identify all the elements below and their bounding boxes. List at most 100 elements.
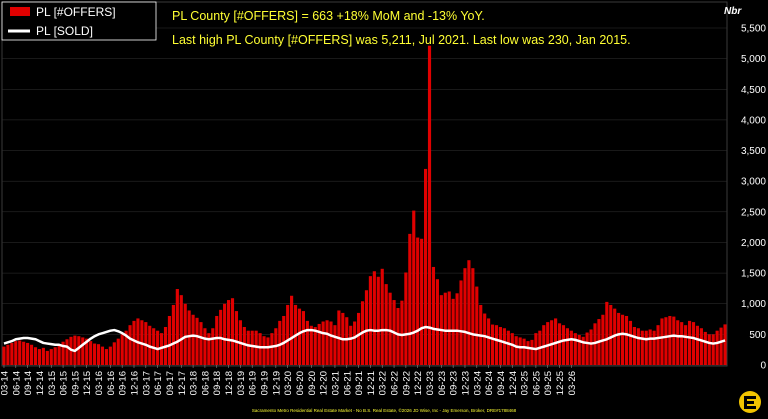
bar-offers [431,266,436,365]
bar-offers [624,315,629,365]
legend: PL [#OFFERS] PL [SOLD] [1,1,157,41]
bar-offers [530,339,534,365]
bar-offers [384,284,388,365]
bar-offers [230,298,235,365]
bar-offers [628,320,633,365]
plot-area [1,1,728,367]
x-tick-label: 03-18 [189,371,200,395]
bar-offers [104,349,108,365]
x-tick-label: 06-22 [390,371,401,395]
bar-offers [175,289,179,365]
bar-offers [57,344,61,365]
bar-offers [211,328,215,365]
bar-offers [380,268,384,365]
bar-offers [577,334,581,365]
bar-offers [408,233,412,365]
bar-offers [26,342,30,365]
bar-offers [345,317,349,365]
bar-offers [41,347,45,365]
bar-offers [2,346,6,365]
y-tick-label: 3,500 [741,146,766,157]
bar-offers [301,311,305,365]
bar-offers [589,329,593,365]
bar-offers [510,333,514,365]
bar-offers [644,330,648,365]
x-tick-label: 12-22 [413,371,424,395]
x-tick-label: 03-23 [425,371,436,395]
y-axis: 0 500 1,000 1,500 2,000 2,500 3,000 3,500 4,000 4… [741,24,766,372]
bar-offers [321,321,325,365]
x-tick-label: 09-14 [23,371,34,395]
bar-offers [573,333,577,365]
bar-offers [215,315,219,365]
x-tick-label: 09-23 [449,371,460,395]
bar-offers [475,286,479,365]
bar-offers [286,304,290,365]
bar-offers [715,330,719,365]
bar-offers [290,295,294,365]
bar-offers [234,311,239,365]
bar-offers [443,292,447,365]
annotation-current: PL County [#OFFERS] = 663 +18% MoM and -… [172,9,485,23]
x-tick-label: 09-15 [70,371,81,395]
bar-offers [581,336,585,365]
x-tick-label: 06-20 [295,371,306,395]
line-layer [3,325,726,353]
y-tick-label: 5,500 [741,24,766,35]
bar-offers [100,346,105,365]
bar-offers [459,280,463,365]
x-tick-label: 03-26 [567,371,578,395]
y-tick-label: 1,500 [741,269,766,280]
bar-offers [684,325,688,365]
bar-offers [569,330,573,365]
bar-offers [329,321,333,365]
bar-offers [37,349,42,365]
bar-offers [77,336,81,365]
bar-offers [672,316,676,365]
y-tick-label: 1,000 [741,299,766,310]
bar-offers [546,322,550,365]
x-tick-label: 06-16 [106,371,117,395]
bar-offers [132,320,136,365]
bar-offers [691,322,696,365]
bar-offers [368,276,372,365]
bar-offers [195,317,199,365]
bar-offers [116,338,120,365]
bar-offers [278,320,282,365]
bar-offers [494,325,499,365]
x-tick-label: 09-25 [543,371,554,395]
bar-offers [435,279,439,365]
bar-offers [605,301,609,365]
bar-offers [416,237,420,365]
bar-offers [455,293,459,365]
bar-offers [471,268,475,365]
bar-offers [297,308,302,365]
x-tick-label: 03-17 [141,371,152,395]
x-tick-label: 12-19 [271,371,282,395]
bar-offers [542,325,546,365]
x-tick-label: 09-18 [212,371,223,395]
x-tick-label: 03-15 [47,371,58,395]
x-tick-label: 06-17 [153,371,164,395]
bar-offers [526,341,530,365]
bar-offers [93,343,97,365]
bar-offers [404,272,408,365]
bar-offers [349,325,353,365]
bar-offers [96,344,101,365]
x-tick-label: 03-21 [330,371,341,395]
x-tick-label: 12-23 [460,371,471,395]
footer-credit: Sacramento Metro Residential Real Estate… [252,407,517,413]
bar-offers [652,330,656,365]
bar-offers [518,337,522,365]
y-unit-label: Nbr [724,6,742,17]
bar-offers [317,323,321,365]
bar-offers [557,323,562,365]
bar-offers [89,341,93,365]
bar-offers [258,333,262,365]
bar-offers [191,314,195,365]
bar-offers [124,330,128,365]
bar-offers [420,238,424,365]
bar-offers [6,344,10,365]
y-tick-label: 2,500 [741,207,766,218]
bar-offers [167,315,172,365]
